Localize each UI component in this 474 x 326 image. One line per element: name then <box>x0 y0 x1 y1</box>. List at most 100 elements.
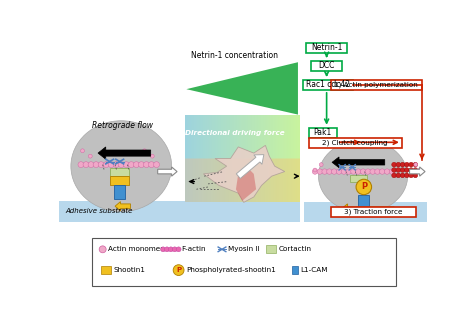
Circle shape <box>93 162 99 168</box>
Polygon shape <box>98 147 151 159</box>
Polygon shape <box>186 62 298 114</box>
Circle shape <box>414 163 418 167</box>
Circle shape <box>409 162 413 167</box>
Text: P: P <box>176 267 181 273</box>
Text: F-actin: F-actin <box>182 246 206 252</box>
Polygon shape <box>115 201 130 211</box>
Circle shape <box>413 168 418 172</box>
Circle shape <box>128 162 134 168</box>
Text: Adhesive substrate: Adhesive substrate <box>65 208 133 214</box>
Text: Actin monomer: Actin monomer <box>108 246 164 252</box>
Circle shape <box>164 247 170 252</box>
Circle shape <box>317 169 322 174</box>
Circle shape <box>418 168 421 172</box>
Circle shape <box>351 169 356 174</box>
Circle shape <box>81 149 84 153</box>
Bar <box>350 175 367 182</box>
Ellipse shape <box>319 140 408 213</box>
Circle shape <box>356 169 361 174</box>
Circle shape <box>392 162 396 167</box>
Circle shape <box>123 162 129 168</box>
Text: DCC: DCC <box>319 61 335 70</box>
Polygon shape <box>203 145 285 202</box>
Text: Directional driving force: Directional driving force <box>184 130 284 136</box>
Circle shape <box>396 162 401 167</box>
Text: Myosin II: Myosin II <box>228 246 260 252</box>
Text: L1-CAM: L1-CAM <box>300 267 328 273</box>
Text: 3) Traction force: 3) Traction force <box>344 209 402 215</box>
Bar <box>358 195 369 210</box>
Circle shape <box>143 149 146 153</box>
Circle shape <box>392 168 396 172</box>
Text: Netrin-1: Netrin-1 <box>311 43 342 52</box>
Text: Phospholyrated-shootin1: Phospholyrated-shootin1 <box>186 267 276 273</box>
Circle shape <box>312 169 318 174</box>
Circle shape <box>83 162 89 168</box>
Circle shape <box>322 169 328 174</box>
Circle shape <box>337 169 342 174</box>
Circle shape <box>384 169 390 174</box>
Circle shape <box>154 162 159 168</box>
Polygon shape <box>236 166 256 201</box>
Circle shape <box>356 179 372 195</box>
Bar <box>311 61 342 71</box>
Circle shape <box>327 169 332 174</box>
Bar <box>185 202 300 222</box>
Circle shape <box>413 173 418 178</box>
Circle shape <box>161 247 165 252</box>
Bar <box>101 266 111 274</box>
Circle shape <box>392 173 396 178</box>
Circle shape <box>98 162 104 168</box>
Circle shape <box>78 162 84 168</box>
Circle shape <box>173 265 184 275</box>
Polygon shape <box>236 155 264 179</box>
Text: Rac1 cdc42: Rac1 cdc42 <box>306 81 350 89</box>
Polygon shape <box>410 167 425 176</box>
Circle shape <box>103 162 109 168</box>
Text: Netrin-1 concentration: Netrin-1 concentration <box>191 51 278 60</box>
Bar <box>114 185 125 199</box>
Circle shape <box>118 162 124 168</box>
Circle shape <box>150 154 154 158</box>
Text: 1) Actin polymerization: 1) Actin polymerization <box>334 82 418 88</box>
Circle shape <box>375 169 380 174</box>
Circle shape <box>319 163 323 167</box>
Circle shape <box>99 246 106 253</box>
Ellipse shape <box>71 121 172 212</box>
Bar <box>309 138 402 148</box>
Bar <box>110 169 129 176</box>
Circle shape <box>380 169 385 174</box>
Circle shape <box>365 169 371 174</box>
Bar <box>59 201 185 222</box>
Circle shape <box>88 162 94 168</box>
Bar <box>92 238 396 286</box>
Bar <box>110 176 129 185</box>
Circle shape <box>313 168 317 172</box>
Circle shape <box>400 162 405 167</box>
Text: Retrograde flow: Retrograde flow <box>92 121 153 130</box>
Circle shape <box>409 173 413 178</box>
Bar <box>307 43 347 53</box>
Text: Cortactin: Cortactin <box>279 246 311 252</box>
Bar <box>330 80 422 90</box>
Circle shape <box>88 154 92 158</box>
Circle shape <box>168 247 173 252</box>
Circle shape <box>331 169 337 174</box>
Circle shape <box>341 169 346 174</box>
Text: 2) Clutch coupling: 2) Clutch coupling <box>322 140 388 146</box>
Circle shape <box>396 173 401 178</box>
Bar <box>304 202 427 222</box>
Bar <box>302 80 353 90</box>
Polygon shape <box>340 204 394 216</box>
Bar <box>266 245 276 253</box>
Polygon shape <box>332 157 385 168</box>
Text: Pak1: Pak1 <box>314 128 332 137</box>
Circle shape <box>400 173 405 178</box>
Circle shape <box>346 169 351 174</box>
Circle shape <box>172 247 177 252</box>
Circle shape <box>389 169 394 174</box>
Bar <box>309 128 337 138</box>
Circle shape <box>360 169 366 174</box>
Circle shape <box>176 247 181 252</box>
Circle shape <box>404 162 409 167</box>
